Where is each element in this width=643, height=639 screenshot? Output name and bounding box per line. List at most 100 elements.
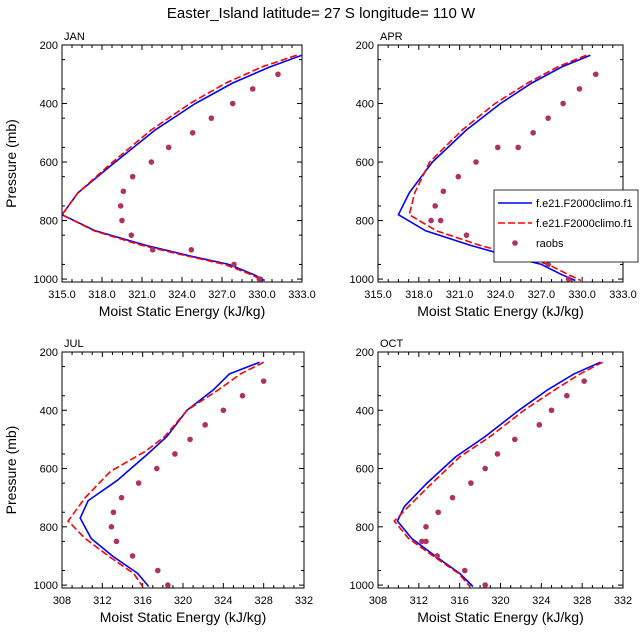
x-tick-label: 327.0: [208, 289, 236, 301]
raobs-point: [129, 553, 136, 559]
raobs-point: [494, 451, 501, 457]
raobs-point: [432, 203, 438, 209]
raobs-point: [117, 203, 124, 209]
x-tick-label: 318.0: [405, 289, 433, 301]
panel-apr: APR 315.0 318.0 321.0 324.0 327.0 330.0 333.0 20…: [350, 31, 637, 319]
x-tick-label: 324.0: [168, 289, 196, 301]
x-axis-label: Moist Static Energy (kJ/kg): [99, 303, 266, 319]
raobs-point: [482, 465, 488, 472]
raobs-point: [545, 115, 551, 121]
raobs-point: [249, 86, 256, 92]
raobs-point: [468, 480, 474, 486]
x-tick-label: 333.0: [609, 289, 637, 301]
x-tick-label: 328: [573, 595, 591, 607]
panel-jan: JAN 315.0 318.0 321.0 324.0 327.0 330.0 333.0 20…: [3, 31, 316, 319]
y-tick-label: 600: [356, 157, 374, 169]
panel-oct: OCT 308 312 316 320 324 328 332 200 400 600 800 1000…: [350, 338, 633, 625]
raobs-point: [208, 115, 215, 121]
series-line-solid: [79, 361, 260, 588]
x-tick-label: 332: [614, 595, 632, 607]
raobs-point: [154, 567, 161, 574]
raobs-point: [419, 538, 425, 545]
raobs-point: [119, 217, 125, 224]
x-tick-label: 320: [174, 595, 192, 607]
y-tick-label: 200: [40, 347, 58, 359]
raobs-point: [256, 276, 263, 282]
y-axis-label: Pressure (mb): [3, 119, 19, 208]
x-tick-label: 315.0: [48, 289, 76, 301]
plot-area: [397, 54, 599, 282]
raobs-point: [202, 422, 208, 428]
y-tick-label: 200: [40, 40, 58, 52]
raobs-point: [548, 407, 555, 414]
y-tick-label: 800: [356, 216, 374, 228]
legend-box: [493, 189, 639, 263]
raobs-point: [165, 582, 171, 588]
x-tick-label: 333.0: [288, 289, 316, 301]
raobs-point: [135, 480, 142, 486]
raobs-point: [515, 144, 521, 151]
raobs-point: [581, 378, 588, 384]
panel-title: APR: [380, 31, 403, 43]
x-tick-label: 308: [369, 595, 387, 607]
x-tick-label: 312: [410, 595, 428, 607]
raobs-point: [536, 422, 543, 428]
raobs-point: [188, 247, 195, 253]
raobs-point: [189, 129, 196, 136]
y-tick-label: 800: [40, 522, 58, 534]
x-tick-label: 320: [491, 595, 509, 607]
raobs-point: [560, 100, 566, 107]
raobs-point: [165, 144, 172, 151]
series-line-dashed: [408, 54, 587, 282]
raobs-point: [564, 392, 570, 399]
x-tick-label: 332: [295, 595, 313, 607]
series-line-dashed: [393, 361, 603, 588]
raobs-point: [434, 553, 441, 559]
y-tick-label: 1000: [34, 274, 58, 286]
plot-frame: [61, 44, 303, 283]
legend-label: f.e21.F2000climo.f1: [536, 198, 633, 210]
x-tick-label: 321.0: [128, 289, 156, 301]
raobs-point: [473, 159, 479, 165]
x-axis-label: Moist Static Energy (kJ/kg): [417, 609, 584, 625]
raobs-point: [565, 276, 572, 282]
raobs-point: [231, 261, 237, 268]
raobs-point: [153, 465, 160, 472]
raobs-point: [455, 173, 462, 180]
x-tick-label: 328: [254, 595, 272, 607]
raobs-point: [545, 261, 551, 268]
x-tick-label: 330.0: [248, 289, 276, 301]
plot-frame: [61, 351, 305, 589]
raobs-point: [110, 509, 117, 516]
x-tick-label: 324: [532, 595, 550, 607]
x-axis-label: Moist Static Energy (kJ/kg): [417, 303, 584, 319]
legend: f.e21.F2000climo.f1 f.e21.F2000climo.f1 ra…: [493, 189, 639, 263]
raobs-point: [149, 247, 156, 253]
raobs-point: [423, 538, 429, 545]
series-line-solid: [397, 54, 591, 282]
raobs-point: [592, 71, 599, 78]
raobs-point: [494, 144, 501, 151]
series-line-solid: [62, 54, 302, 282]
x-tick-label: 321.0: [446, 289, 474, 301]
y-tick-label: 400: [356, 405, 374, 417]
raobs-point: [449, 494, 456, 501]
x-tick-label: 327.0: [528, 289, 556, 301]
y-tick-label: 1000: [34, 580, 58, 592]
series-line-dashed: [67, 361, 265, 587]
legend-label: raobs: [536, 238, 564, 250]
y-tick-label: 800: [40, 216, 58, 228]
y-tick-label: 1000: [350, 580, 374, 592]
y-tick-label: 800: [356, 522, 374, 534]
panel-title: JUL: [64, 338, 84, 350]
raobs-point: [576, 86, 583, 92]
raobs-point: [530, 129, 536, 136]
plot-area: [67, 361, 267, 588]
raobs-point: [437, 217, 444, 224]
raobs-point: [118, 494, 125, 501]
raobs-point: [511, 436, 518, 443]
x-tick-label: 316: [450, 595, 468, 607]
plot-area: [62, 54, 302, 282]
raobs-point: [461, 567, 468, 574]
